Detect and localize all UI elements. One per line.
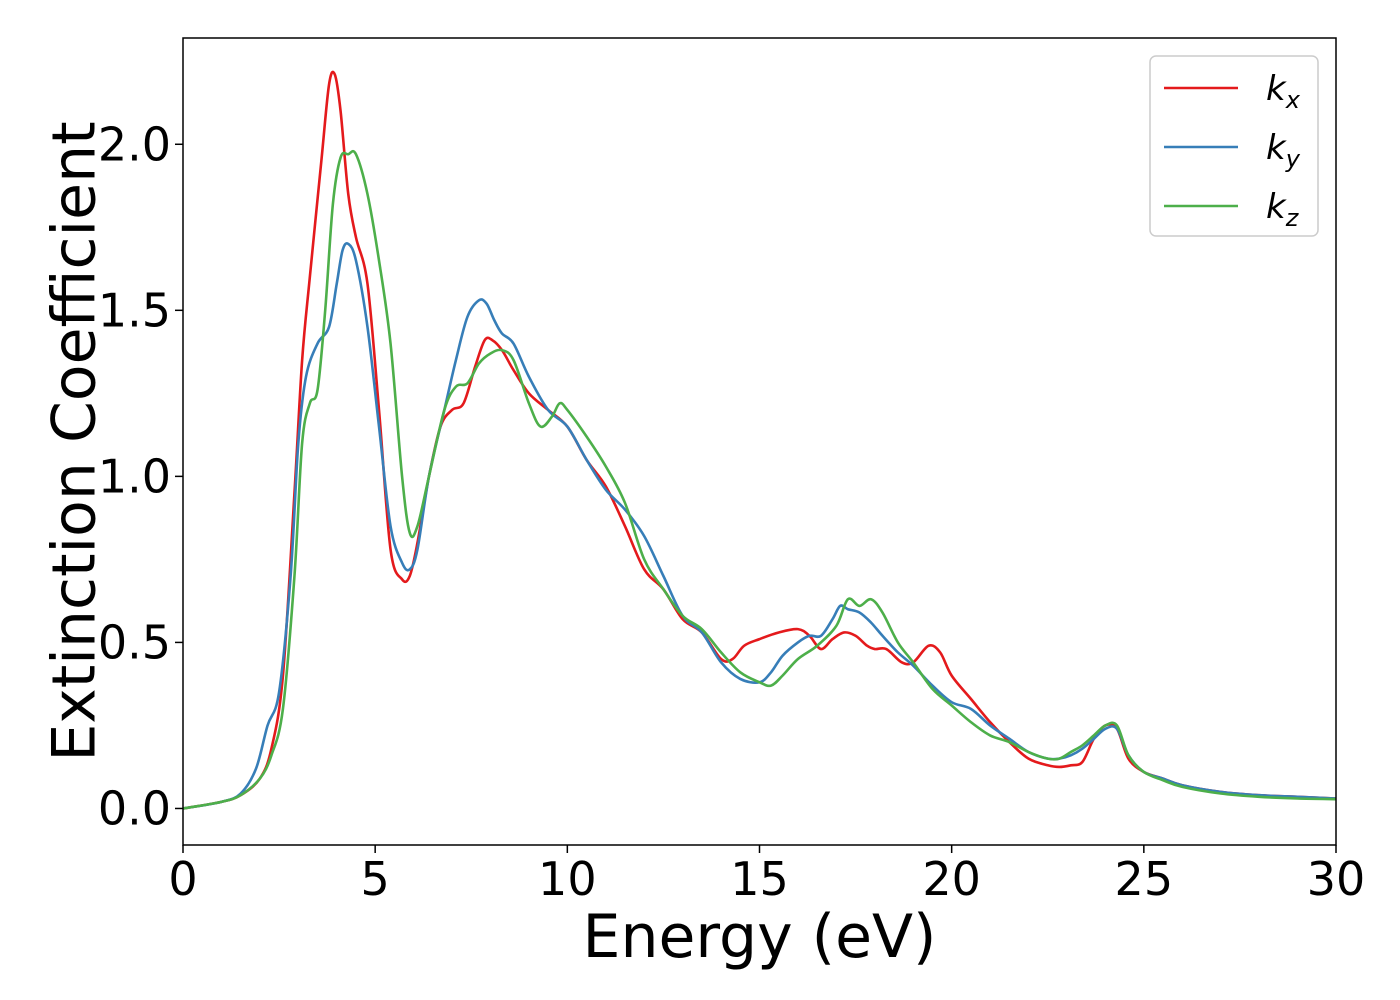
x-tick-label: 20	[922, 852, 981, 906]
legend-label-z: kz	[1266, 187, 1300, 232]
y-tick-label: 1.0	[98, 449, 171, 503]
x-tick-label: 15	[730, 852, 789, 906]
y-tick-label: 1.5	[98, 283, 171, 337]
y-tick-label: 0.0	[98, 781, 171, 835]
legend: kx ky kz	[1149, 55, 1319, 237]
series-line-z	[182, 149, 1337, 810]
x-tick-label: 30	[1307, 852, 1366, 906]
x-axis-ticks: 0 5 10 15 20 25 30	[168, 845, 1365, 906]
x-tick-label: 10	[538, 852, 597, 906]
legend-label-y: ky	[1266, 128, 1301, 173]
y-axis-title: Extinction Coefficient	[40, 121, 110, 761]
y-tick-label: 2.0	[98, 117, 171, 171]
series-layer	[182, 70, 1337, 810]
x-tick-label: 25	[1115, 852, 1174, 906]
y-tick-label: 0.5	[98, 615, 171, 669]
legend-label-x: kx	[1266, 69, 1301, 114]
y-axis-ticks: 0.0 0.5 1.0 1.5 2.0	[98, 117, 183, 835]
x-axis-title: Energy (eV)	[583, 902, 937, 972]
x-tick-label: 5	[361, 852, 390, 906]
x-tick-label: 0	[168, 852, 197, 906]
